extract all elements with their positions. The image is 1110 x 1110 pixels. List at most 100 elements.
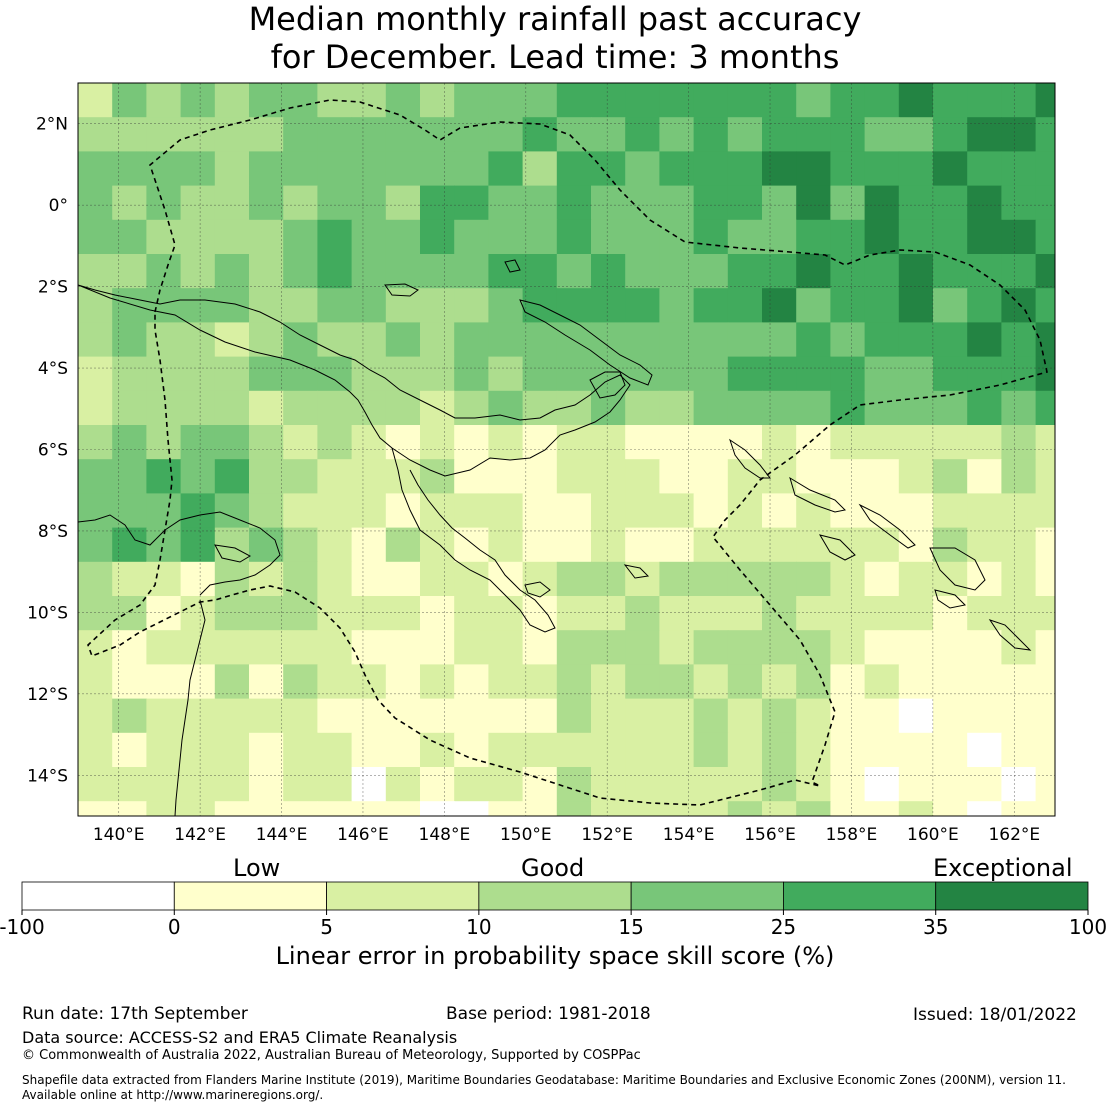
skill-cell (522, 459, 558, 494)
skill-cell (283, 390, 318, 426)
skill-cell (933, 664, 968, 700)
skill-cell (488, 801, 524, 816)
skill-cell (488, 732, 524, 768)
skill-cell (898, 459, 934, 494)
lon-tick-label: 160°E (907, 825, 959, 845)
skill-cell (283, 425, 318, 460)
skill-cell (898, 561, 934, 597)
skill-cell (864, 767, 900, 802)
skill-cell (488, 664, 524, 700)
skill-cell (488, 83, 524, 118)
skill-cell (762, 117, 797, 152)
skill-cell (488, 425, 524, 460)
skill-cell (214, 630, 250, 665)
solomon-coast-4 (929, 547, 986, 591)
skill-cell (78, 185, 113, 221)
lat-tick-label: 14°S (27, 766, 68, 786)
skill-cell (249, 151, 284, 187)
skill-cell (420, 801, 455, 816)
skill-cell (112, 493, 147, 529)
skill-cell (967, 254, 1002, 289)
skill-cell (830, 219, 866, 255)
skill-cell (556, 288, 592, 323)
skill-cell (933, 151, 968, 187)
skill-cell (420, 185, 455, 221)
skill-cell (762, 561, 797, 597)
bismarck-coast (519, 299, 653, 386)
colorbar-segment (173, 881, 327, 911)
solomon-coast-1 (789, 476, 847, 513)
colorbar-tick-label: 5 (320, 915, 333, 939)
lon-tick-label: 152°E (581, 825, 633, 845)
skill-cell (351, 356, 387, 392)
skill-cell (283, 185, 318, 221)
skill-cell (967, 459, 1002, 494)
skill-cell (1001, 561, 1037, 597)
skill-cell (522, 322, 558, 358)
skill-cell (933, 630, 968, 665)
skill-cell (591, 664, 626, 700)
skill-cell (762, 356, 797, 392)
skill-cell (454, 254, 489, 289)
skill-cell (933, 698, 968, 734)
skill-cell (112, 288, 147, 323)
skill-cell (420, 151, 455, 187)
skill-cell (693, 390, 729, 426)
skill-cell (180, 151, 216, 187)
skill-cell (146, 254, 182, 289)
copyright: © Commonwealth of Australia 2022, Austra… (22, 1048, 641, 1063)
skill-cell (146, 117, 182, 152)
skill-cell (864, 527, 900, 563)
skill-cell (180, 767, 216, 802)
skill-cell (385, 254, 421, 289)
skill-cell (727, 732, 763, 768)
skill-cell (898, 493, 934, 529)
lat-tick-label: 2°N (36, 115, 68, 135)
skill-cell (591, 630, 626, 665)
skill-cell (625, 630, 660, 665)
skill-cell (112, 356, 147, 392)
skill-cell (112, 117, 147, 152)
skill-cell (214, 356, 250, 392)
skill-cell (420, 254, 455, 289)
legend-exceptional-label: Exceptional (933, 854, 1073, 882)
new-guinea-coast (78, 284, 631, 477)
skill-cell (967, 322, 1002, 358)
lat-tick-label: 0° (49, 196, 68, 216)
skill-cell (488, 185, 524, 221)
skill-cell (556, 664, 592, 700)
skill-cell (420, 596, 455, 631)
skill-cell (933, 767, 968, 802)
skill-cell (967, 732, 1002, 768)
skill-cell (727, 356, 763, 392)
skill-cell (351, 732, 387, 768)
skill-cell (385, 801, 421, 816)
skill-cell (317, 767, 353, 802)
skill-cell (625, 390, 660, 426)
skill-cell (1035, 356, 1055, 392)
skill-cell (249, 288, 284, 323)
colorbar-segment (478, 881, 632, 911)
lon-tick-label: 144°E (256, 825, 308, 845)
skill-cell (898, 117, 934, 152)
skill-cell (762, 664, 797, 700)
skill-cell (727, 117, 763, 152)
skill-cell (556, 527, 592, 563)
skill-cell (1035, 254, 1055, 289)
skill-cell (249, 254, 284, 289)
png-islands-1 (384, 283, 419, 297)
skill-cell (762, 493, 797, 529)
data-source: Data source: ACCESS-S2 and ERA5 Climate … (22, 1028, 458, 1047)
skill-cell (625, 493, 660, 529)
colorbar-segment (935, 881, 1089, 911)
skill-cell (659, 288, 695, 323)
skill-cell (693, 151, 729, 187)
skill-cell (488, 390, 524, 426)
skill-cell (454, 185, 489, 221)
skill-cell (693, 425, 729, 460)
skill-cell (967, 630, 1002, 665)
skill-cell (864, 288, 900, 323)
skill-cell (249, 698, 284, 734)
skill-cell (898, 664, 934, 700)
skill-cell (898, 356, 934, 392)
